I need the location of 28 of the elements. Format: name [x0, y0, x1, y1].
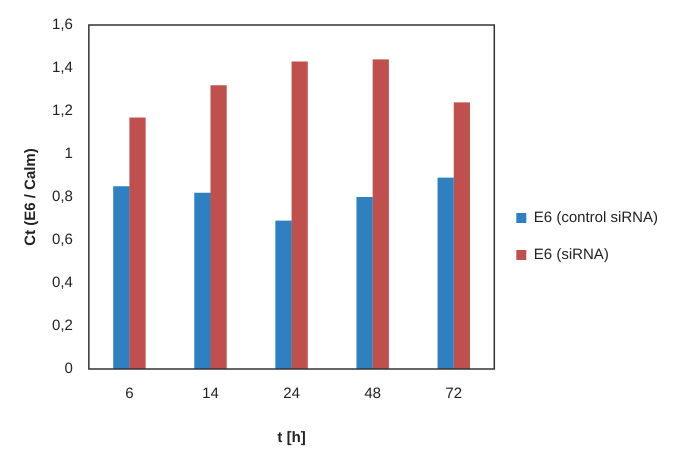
y-tick-label: 0,2 [52, 317, 73, 334]
bar [129, 117, 146, 369]
y-tick-label: 0,8 [52, 188, 73, 206]
bar [356, 197, 373, 369]
x-tick-label: 14 [202, 385, 219, 402]
x-tick-label: 6 [125, 385, 134, 402]
bar [194, 192, 210, 369]
x-tick-label: 24 [283, 385, 300, 402]
bar [210, 85, 227, 369]
x-axis-title: t [h] [277, 429, 306, 446]
y-tick-label: 1,2 [52, 102, 73, 120]
bar [275, 220, 292, 369]
bar [438, 178, 454, 369]
y-tick-label: 1,4 [52, 59, 73, 76]
y-tick-label: 0,6 [52, 231, 73, 248]
legend-label: E6 (control siRNA) [534, 209, 658, 226]
x-tick-label: 48 [364, 385, 382, 402]
bar [454, 102, 470, 369]
y-tick-label: 1,6 [52, 16, 73, 34]
bar [292, 62, 308, 369]
x-tick-label: 72 [445, 385, 462, 402]
bar [372, 59, 389, 369]
legend-label: E6 (siRNA) [534, 246, 609, 264]
bar [113, 186, 130, 369]
y-tick-label: 1 [64, 145, 73, 162]
y-tick-label: 0 [64, 360, 73, 378]
y-axis-title: Ct (E6 / Calm) [22, 148, 40, 246]
y-tick-label: 0,4 [52, 274, 73, 292]
